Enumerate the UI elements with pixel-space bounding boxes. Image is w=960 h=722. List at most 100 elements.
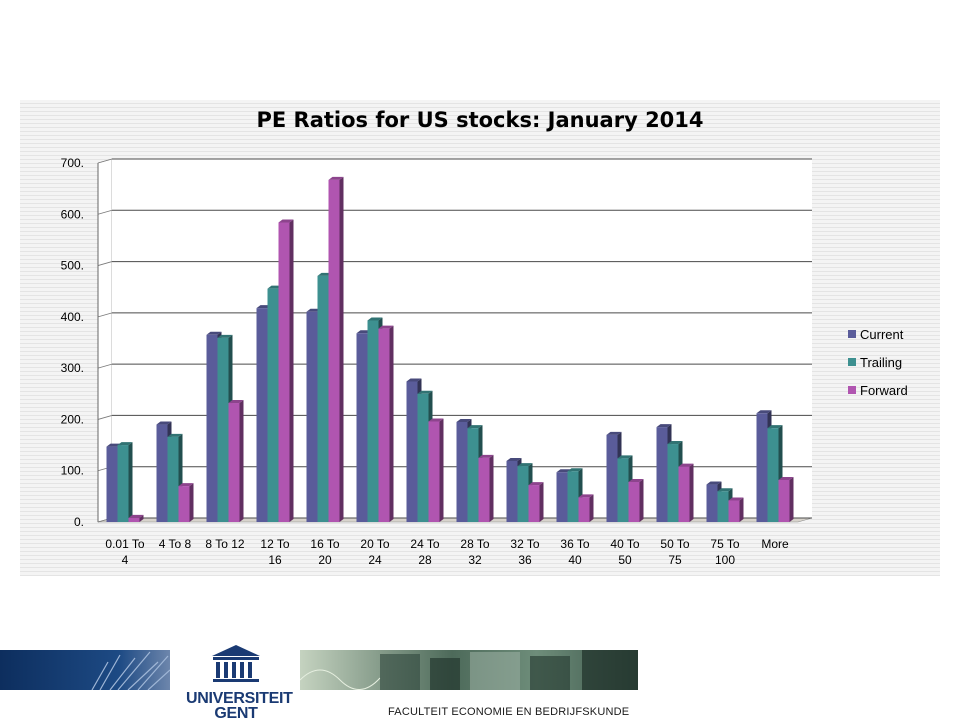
legend-swatch-trailing (848, 358, 856, 366)
bar-top-forward (728, 497, 744, 501)
legend-item-current: Current (848, 320, 908, 348)
x-tick-label: 75 To (710, 537, 739, 551)
bar-top-trailing (417, 390, 433, 394)
university-logo: UNIVERSITEIT GENT (186, 642, 293, 722)
bar-top-trailing (517, 463, 533, 467)
bar-side-forward (439, 418, 444, 522)
building-icon (212, 645, 260, 682)
bar-current (756, 413, 768, 522)
y-tick-label: 200. (61, 412, 84, 426)
y-tick-label: 300. (61, 361, 84, 375)
y-tick-label: 0. (74, 515, 84, 529)
bar-top-forward (678, 463, 694, 467)
bar-forward (228, 403, 240, 522)
x-tick-label: More (761, 537, 789, 551)
bar-top-trailing (167, 433, 183, 437)
bar-forward (578, 497, 590, 522)
legend-swatch-current (848, 330, 856, 338)
bar-current (606, 434, 618, 522)
legend-item-trailing: Trailing (848, 348, 908, 376)
bar-forward (778, 479, 790, 522)
y-tick-label: 700. (61, 156, 84, 170)
gridline-depth (97, 363, 113, 369)
bar-top-trailing (117, 442, 133, 446)
bar-top-trailing (717, 488, 733, 492)
x-tick-label: 24 To (410, 537, 439, 551)
x-tick-label: 50 To (660, 537, 689, 551)
bar-top-current (406, 378, 422, 382)
x-tick-label: 20 To (360, 537, 389, 551)
y-tick-label: 600. (61, 207, 84, 221)
legend-label-current: Current (860, 326, 904, 342)
x-tick-label: 75 (668, 553, 682, 567)
bar-forward (128, 517, 140, 522)
bar-trailing (767, 428, 779, 522)
bar-trailing (217, 337, 229, 522)
legend-label-trailing: Trailing (860, 354, 903, 370)
campus-photo-strip (300, 650, 638, 690)
bar-top-trailing (367, 317, 383, 321)
bar-forward (728, 500, 740, 522)
bar-current (256, 308, 268, 522)
bar-current (456, 421, 468, 522)
bar-side-forward (789, 476, 794, 522)
legend-label-forward: Forward (860, 382, 908, 398)
bar-trailing (417, 393, 429, 522)
bar-trailing (567, 471, 579, 522)
bar-trailing (667, 444, 679, 522)
x-tick-label: 4 (122, 553, 129, 567)
x-tick-label: 32 (468, 553, 482, 567)
x-tick-label: 12 To (260, 537, 289, 551)
bar-side-forward (689, 463, 694, 522)
bar-current (356, 333, 368, 522)
bar-top-forward (578, 494, 594, 498)
university-name-line2: GENT (214, 705, 258, 722)
university-name-line1: UNIVERSITEIT (186, 690, 293, 707)
bar-top-forward (428, 418, 444, 422)
x-tick-label: 28 (418, 553, 432, 567)
bar-top-current (706, 481, 722, 485)
bar-side-forward (339, 176, 344, 522)
bar-trailing (717, 491, 729, 522)
bar-trailing (517, 466, 529, 522)
bar-side-forward (139, 514, 144, 522)
bar-forward (528, 485, 540, 522)
bar-side-forward (589, 494, 594, 522)
bar-forward (478, 457, 490, 522)
bar-top-forward (228, 400, 244, 404)
bar-top-current (656, 424, 672, 428)
bar-side-forward (389, 325, 394, 522)
bar-forward (278, 222, 290, 522)
bar-top-forward (628, 478, 644, 482)
faculty-name: FACULTEIT ECONOMIE EN BEDRIJFSKUNDE (388, 706, 630, 718)
bar-top-forward (478, 454, 494, 458)
x-tick-label: 40 (568, 553, 582, 567)
bar-top-trailing (767, 425, 783, 429)
footer: UNIVERSITEIT GENT FACULTEIT ECONOMIE EN … (0, 640, 960, 722)
bar-current (156, 424, 168, 522)
bar-forward (178, 486, 190, 522)
legend-swatch-forward (848, 386, 856, 394)
x-tick-label: 4 To 8 (159, 537, 192, 551)
bar-top-trailing (667, 441, 683, 445)
y-tick-label: 400. (61, 310, 84, 324)
legend-item-forward: Forward (848, 376, 908, 404)
bar-top-forward (328, 176, 344, 180)
chart-title: PE Ratios for US stocks: January 2014 (256, 108, 704, 132)
chart-legend: Current Trailing Forward (848, 320, 908, 404)
bar-top-current (156, 421, 172, 425)
footer-band-right (300, 650, 638, 690)
bar-side-forward (539, 482, 544, 522)
bar-current (506, 460, 518, 522)
footer-band-left (0, 650, 170, 690)
x-tick-label: 40 To (610, 537, 639, 551)
bar-trailing (467, 428, 479, 522)
x-tick-label: 16 (268, 553, 282, 567)
gridline-depth (97, 261, 113, 266)
bar-side-forward (189, 483, 194, 522)
bar-forward (328, 179, 340, 522)
x-tick-label: 100 (715, 553, 735, 567)
bar-top-forward (778, 476, 794, 480)
x-tick-label: 24 (368, 553, 382, 567)
grass-pattern-left (91, 651, 170, 690)
